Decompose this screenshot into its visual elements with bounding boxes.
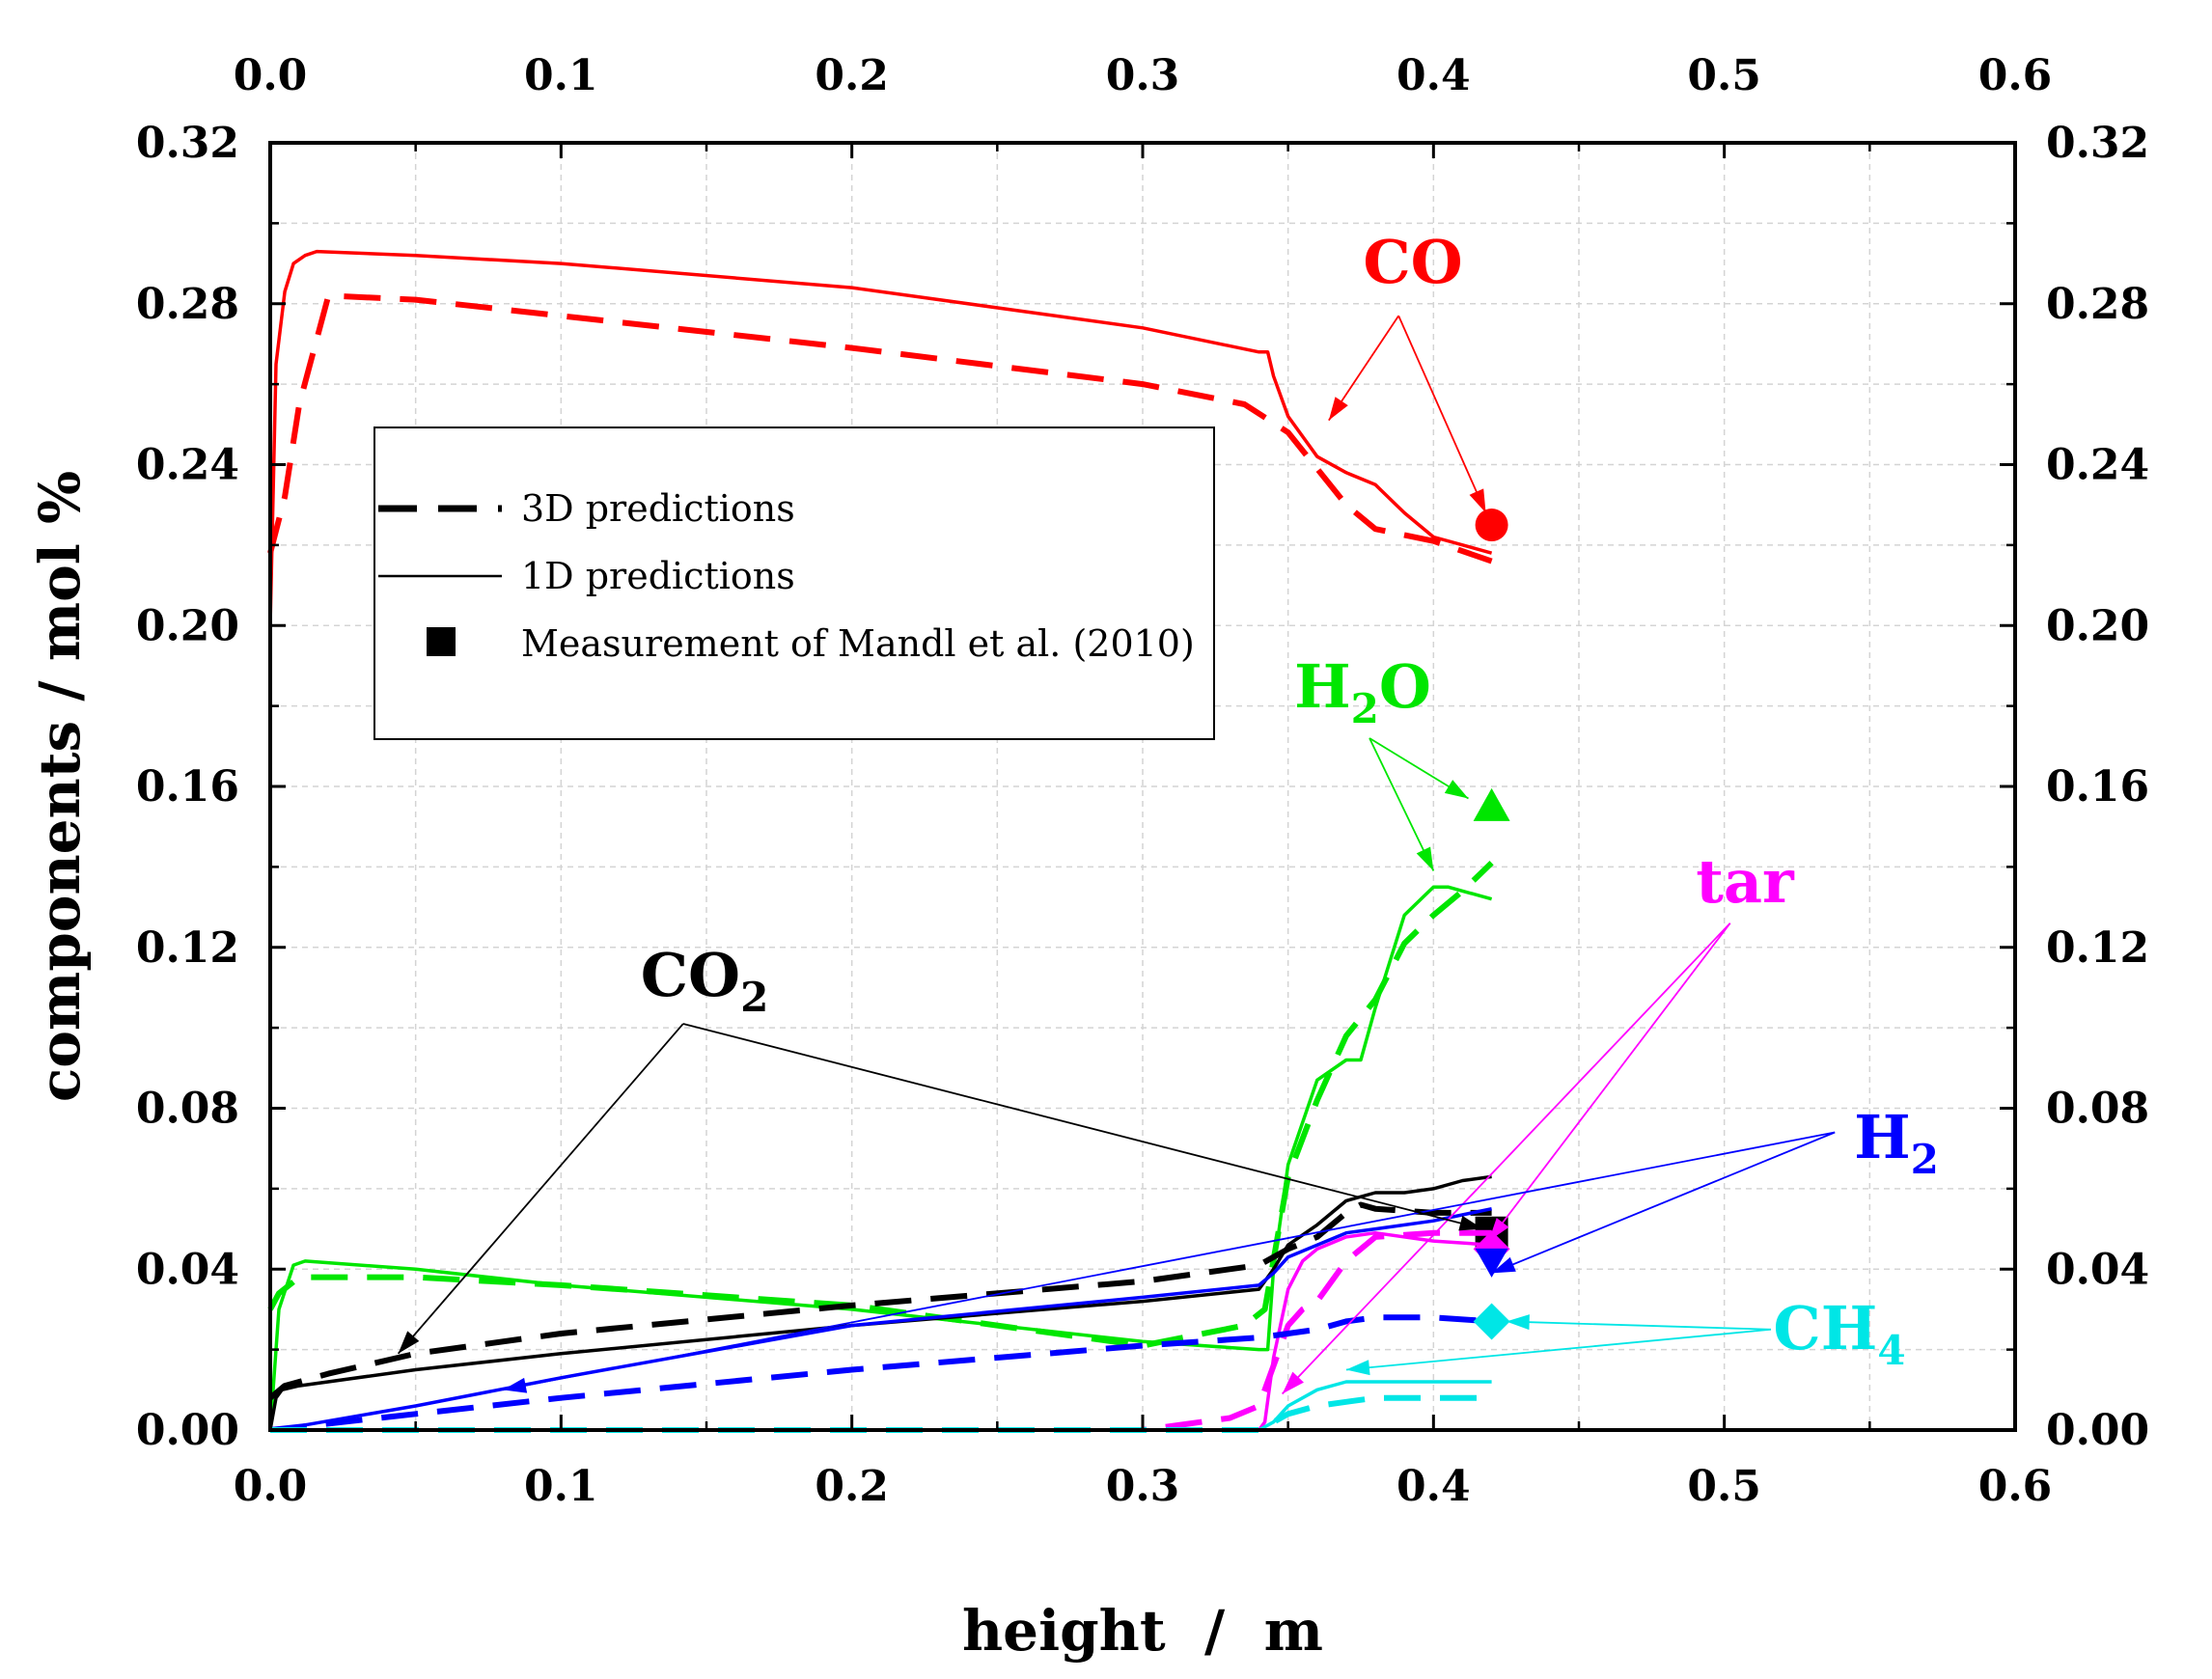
x-tick-label-top: 0.3 bbox=[1106, 51, 1180, 100]
ch4-label: CH4 bbox=[1773, 1293, 1905, 1374]
co-annotation-arrowhead bbox=[1328, 397, 1348, 421]
legend-measurement-marker bbox=[427, 627, 456, 656]
ch4-annotation-arrowhead bbox=[1345, 1360, 1370, 1376]
x-tick-label-top: 0.6 bbox=[1978, 51, 2053, 100]
tar-annotation-line bbox=[1487, 922, 1731, 1242]
x-tick-label-top: 0.2 bbox=[815, 51, 889, 100]
y-axis-title: components / mol % bbox=[27, 471, 93, 1102]
x-tick-label-bottom: 0.4 bbox=[1396, 1462, 1471, 1511]
y-tick-label-right: 0.08 bbox=[2046, 1085, 2149, 1134]
y-tick-label-left: 0.08 bbox=[136, 1085, 239, 1134]
y-tick-label-left: 0.28 bbox=[136, 280, 239, 329]
x-tick-label-bottom: 0.2 bbox=[815, 1462, 889, 1511]
h2o-3d-line bbox=[267, 861, 1494, 1349]
y-tick-label-left: 0.16 bbox=[136, 762, 239, 812]
y-tick-label-right: 0.24 bbox=[2046, 441, 2149, 490]
co2-annotation-line bbox=[682, 1023, 1483, 1230]
co-1d-line bbox=[268, 249, 1493, 626]
h2o-annotation-arrowhead bbox=[1416, 846, 1434, 871]
tar-annotation-arrowhead bbox=[1488, 1218, 1509, 1242]
ch4-annotation-line bbox=[1345, 1328, 1771, 1371]
tar-annotation-arrowhead bbox=[1282, 1371, 1304, 1394]
ch4-annotation-arrowhead bbox=[1506, 1314, 1530, 1331]
co2-annotation-arrowhead bbox=[398, 1331, 420, 1354]
tar-annotation-line bbox=[1281, 922, 1731, 1395]
y-tick-label-right: 0.16 bbox=[2046, 762, 2149, 812]
co-label: CO bbox=[1363, 227, 1462, 297]
tar-label: tar bbox=[1696, 846, 1795, 917]
y-tick-label-left: 0.00 bbox=[136, 1406, 239, 1455]
legend-1d-label: 1D predictions bbox=[521, 555, 795, 597]
axes: 0.0 0.0 0.1 0.1 0.2 0.2 0.3 0.3 0.4 0.4 0.5 0.5 0.6 0… bbox=[136, 51, 2149, 1511]
y-tick-label-right: 0.20 bbox=[2046, 601, 2149, 650]
y-tick-label-right: 0.04 bbox=[2046, 1245, 2149, 1294]
x-tick-label-top: 0.4 bbox=[1396, 51, 1471, 100]
h2o-annotation-line bbox=[1369, 737, 1435, 871]
x-tick-label-bottom: 0.0 bbox=[234, 1462, 308, 1511]
y-tick-label-left: 0.12 bbox=[136, 923, 239, 973]
co2-label: CO2 bbox=[641, 940, 769, 1021]
co-measurement-marker bbox=[1475, 509, 1508, 542]
x-axis-title: height / m bbox=[962, 1598, 1323, 1664]
x-tick-label-bottom: 0.6 bbox=[1978, 1462, 2053, 1511]
co2-3d-line bbox=[268, 1201, 1492, 1401]
y-tick-label-left: 0.32 bbox=[136, 119, 239, 168]
h2-annotation-arrowhead bbox=[503, 1377, 528, 1393]
x-tick-label-bottom: 0.1 bbox=[524, 1462, 598, 1511]
legend: 3D predictions 1D predictions Measuremen… bbox=[373, 427, 1215, 740]
h2-measurement-marker bbox=[1475, 1248, 1508, 1278]
annotation-arrows bbox=[397, 315, 1836, 1395]
annotation-labels: CO H2O tar H2 CH4 CO2 bbox=[641, 227, 1939, 1374]
h2-1d-line bbox=[269, 1206, 1492, 1432]
co2-annotation-arrowhead bbox=[1458, 1215, 1483, 1231]
h2-annotation-arrowhead bbox=[1491, 1256, 1516, 1274]
co-3d-line bbox=[267, 292, 1493, 564]
h2-annotation-line bbox=[1491, 1131, 1836, 1275]
x-tick-label-top: 0.1 bbox=[524, 51, 598, 100]
legend-measurement-label: Measurement of Mandl et al. (2010) bbox=[521, 622, 1195, 665]
y-tick-label-right: 0.00 bbox=[2046, 1406, 2149, 1455]
h2-label: H2 bbox=[1854, 1102, 1939, 1183]
h2o-annotation-arrowhead bbox=[1444, 780, 1469, 799]
co-annotation-arrowhead bbox=[1469, 488, 1486, 513]
co-annotation-line bbox=[1397, 315, 1487, 513]
ch4-annotation-line bbox=[1506, 1320, 1771, 1331]
h2o-label: H2O bbox=[1294, 651, 1431, 732]
co2-annotation-line bbox=[397, 1023, 684, 1355]
x-tick-label-top: 0.0 bbox=[234, 51, 308, 100]
h2-3d-line bbox=[269, 1314, 1492, 1433]
x-tick-label-bottom: 0.5 bbox=[1687, 1462, 1761, 1511]
x-tick-label-bottom: 0.3 bbox=[1106, 1462, 1180, 1511]
y-tick-label-left: 0.20 bbox=[136, 601, 239, 650]
y-tick-label-left: 0.04 bbox=[136, 1245, 239, 1294]
h2o-measurement-marker bbox=[1473, 787, 1510, 821]
legend-3d-label: 3D predictions bbox=[521, 487, 795, 530]
y-tick-label-right: 0.12 bbox=[2046, 923, 2149, 973]
h2-annotation-line bbox=[502, 1131, 1836, 1391]
x-tick-label-top: 0.5 bbox=[1687, 51, 1761, 100]
ch4-measurement-marker bbox=[1473, 1303, 1510, 1340]
y-tick-label-right: 0.28 bbox=[2046, 280, 2149, 329]
y-tick-label-left: 0.24 bbox=[136, 441, 239, 490]
ch4-3d-line bbox=[270, 1394, 1492, 1433]
y-tick-label-right: 0.32 bbox=[2046, 119, 2149, 168]
legend-box bbox=[373, 427, 1215, 740]
